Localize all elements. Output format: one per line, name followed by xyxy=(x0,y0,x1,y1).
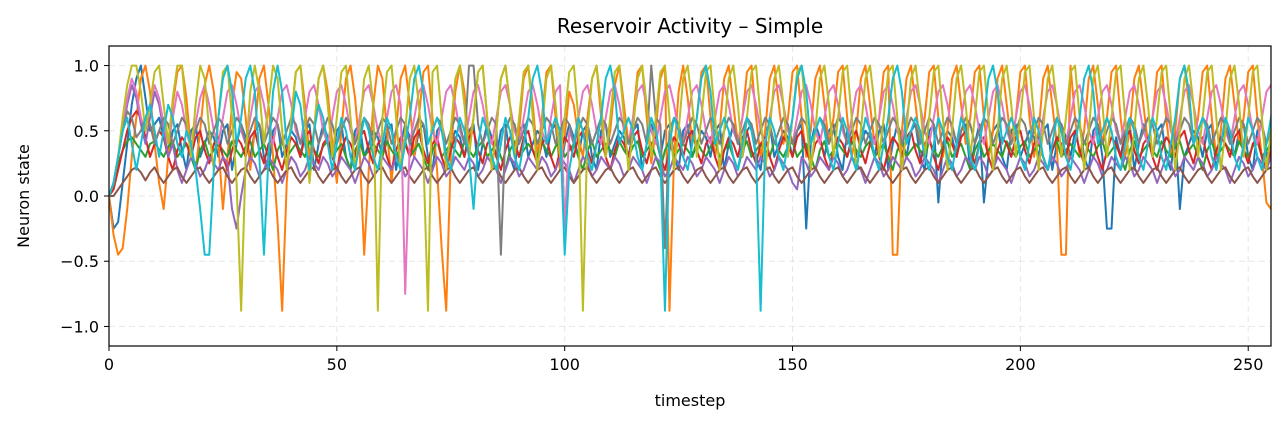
x-tick-label: 150 xyxy=(777,355,808,374)
y-tick-label: −0.5 xyxy=(60,252,99,271)
x-tick-label: 100 xyxy=(549,355,580,374)
x-tick-label: 200 xyxy=(1005,355,1036,374)
y-tick-label: 0.5 xyxy=(74,122,99,141)
y-tick-label: 0.0 xyxy=(74,187,99,206)
series-line-4 xyxy=(109,110,1271,197)
series-line-2 xyxy=(109,64,1271,312)
x-tick-label: 0 xyxy=(104,355,114,374)
y-tick-label: 1.0 xyxy=(74,57,99,76)
series-layer xyxy=(109,64,1271,312)
y-axis: −1.0 −0.5 0.0 0.5 1.0 xyxy=(60,57,109,336)
y-tick-label: −1.0 xyxy=(60,317,99,336)
x-tick-label: 50 xyxy=(327,355,347,374)
x-axis-label: timestep xyxy=(655,391,726,410)
x-axis: 0 50 100 150 200 250 xyxy=(104,346,1264,374)
x-tick-label: 250 xyxy=(1233,355,1264,374)
chart-title: Reservoir Activity – Simple xyxy=(557,14,823,38)
series-line-10 xyxy=(109,64,1271,312)
series-line-7 xyxy=(109,77,1271,295)
y-axis-label: Neuron state xyxy=(14,144,33,248)
